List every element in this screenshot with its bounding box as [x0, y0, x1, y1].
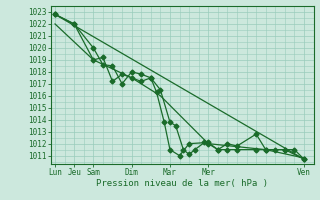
X-axis label: Pression niveau de la mer( hPa ): Pression niveau de la mer( hPa )	[96, 179, 268, 188]
